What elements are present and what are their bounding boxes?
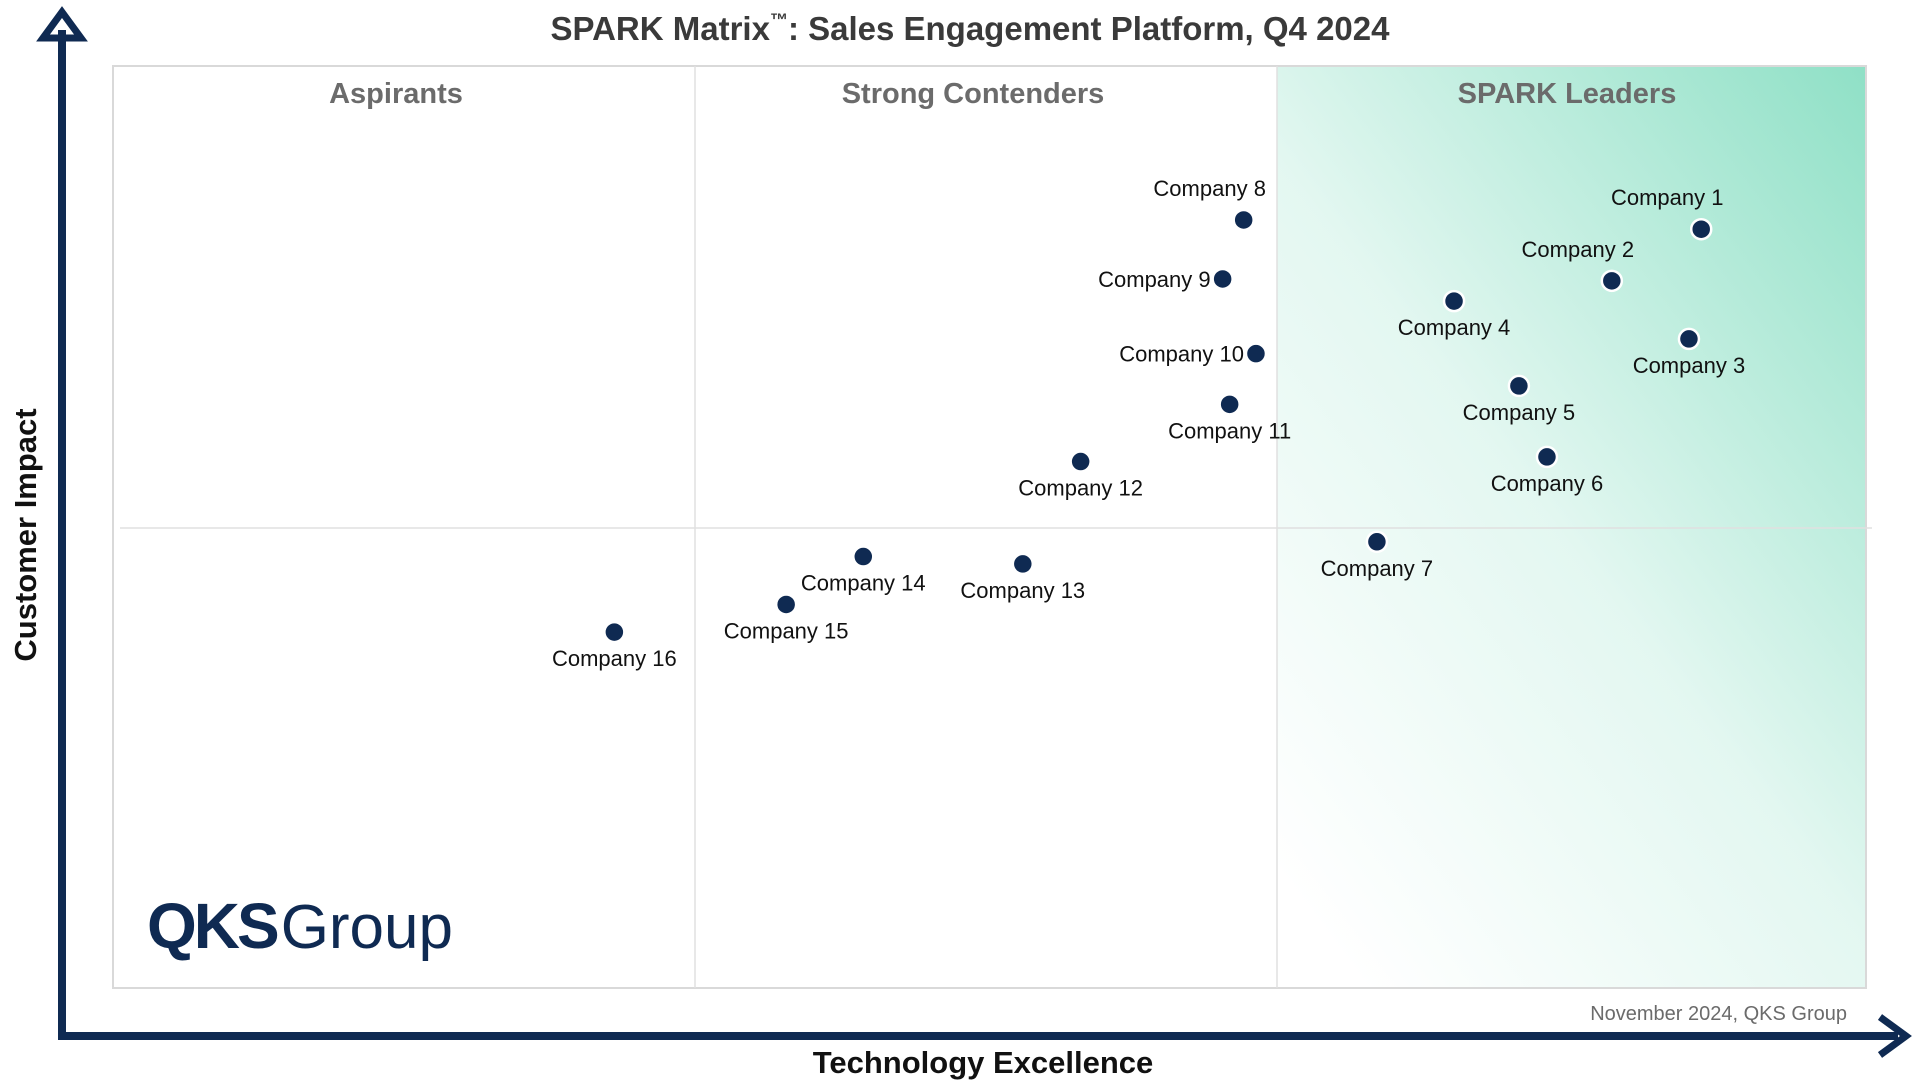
y-axis-label: Customer Impact: [8, 408, 43, 661]
leaders-region: [1277, 66, 1866, 988]
logo-bold: QKS: [147, 890, 278, 962]
point-marker: [1442, 289, 1466, 313]
point-label: Company 13: [960, 578, 1085, 603]
point-label: Company 2: [1522, 237, 1635, 262]
point-company-4: Company 4: [1398, 289, 1511, 340]
point-marker: [603, 620, 626, 644]
data-points: Company 1 Company 2 Company 3 Company 4 Comp…: [552, 176, 1745, 671]
point-company-15: Company 15: [724, 593, 849, 643]
point-marker: [852, 545, 875, 568]
point-label: Company 1: [1611, 185, 1724, 210]
chart-title-rest: : Sales Engagement Platform, Q4 2024: [788, 10, 1390, 47]
point-marker: [1600, 269, 1624, 293]
point-label: Company 12: [1018, 476, 1143, 501]
point-marker: [1689, 217, 1713, 241]
point-label: Company 10: [1119, 342, 1244, 367]
point-label: Company 16: [552, 646, 677, 671]
point-company-7: Company 7: [1321, 530, 1434, 581]
point-company-8: Company 8: [1153, 176, 1266, 232]
point-company-6: Company 6: [1491, 445, 1604, 496]
point-label: Company 14: [801, 571, 926, 596]
logo-text: QKSGroup: [147, 890, 453, 962]
point-marker: [1218, 393, 1241, 416]
point-marker: [1244, 342, 1268, 365]
point-marker: [1535, 445, 1559, 469]
x-axis-label: Technology Excellence: [813, 1045, 1154, 1080]
point-label: Company 7: [1321, 556, 1434, 581]
x-axis-arrowhead: [1877, 1014, 1912, 1058]
point-label: Company 8: [1153, 176, 1266, 201]
chart-title-main: SPARK Matrix: [551, 10, 771, 47]
column-label-aspirants: Aspirants: [329, 78, 463, 110]
point-marker: [1232, 208, 1255, 232]
point-company-16: Company 16: [552, 620, 677, 671]
point-marker: [1507, 374, 1531, 398]
point-marker: [1365, 530, 1389, 554]
point-company-14: Company 14: [801, 545, 926, 596]
point-marker: [1677, 327, 1701, 351]
qks-group-logo: QKSGroup: [147, 890, 453, 962]
chart-title-tm: ™: [770, 10, 788, 30]
point-marker: [1211, 267, 1234, 291]
column-label-spark-leaders: SPARK Leaders: [1458, 78, 1677, 110]
logo-light: Group: [281, 893, 453, 962]
point-company-9: Company 9: [1098, 267, 1234, 292]
point-label: Company 15: [724, 618, 849, 643]
point-company-11: Company 11: [1168, 393, 1291, 443]
point-label: Company 6: [1491, 471, 1604, 496]
point-company-3: Company 3: [1633, 327, 1746, 378]
point-company-10: Company 10: [1119, 342, 1268, 367]
point-company-1: Company 1: [1611, 185, 1724, 241]
column-label-strong-contenders: Strong Contenders: [842, 78, 1105, 110]
point-label: Company 9: [1098, 267, 1211, 292]
y-axis-arrowhead: [36, 6, 88, 42]
point-company-5: Company 5: [1463, 374, 1576, 425]
point-company-2: Company 2: [1522, 237, 1635, 293]
point-marker: [1069, 450, 1092, 473]
chart-title: SPARK Matrix™: Sales Engagement Platform…: [551, 10, 1391, 47]
plot-frame: [112, 65, 1867, 989]
point-marker: [1011, 552, 1035, 576]
point-marker: [774, 593, 798, 616]
point-label: Company 3: [1633, 353, 1746, 378]
point-company-12: Company 12: [1018, 450, 1143, 501]
point-company-13: Company 13: [960, 552, 1085, 603]
point-label: Company 11: [1168, 418, 1291, 443]
point-label: Company 4: [1398, 315, 1511, 340]
point-label: Company 5: [1463, 400, 1576, 425]
source-footnote: November 2024, QKS Group: [1590, 1003, 1847, 1025]
